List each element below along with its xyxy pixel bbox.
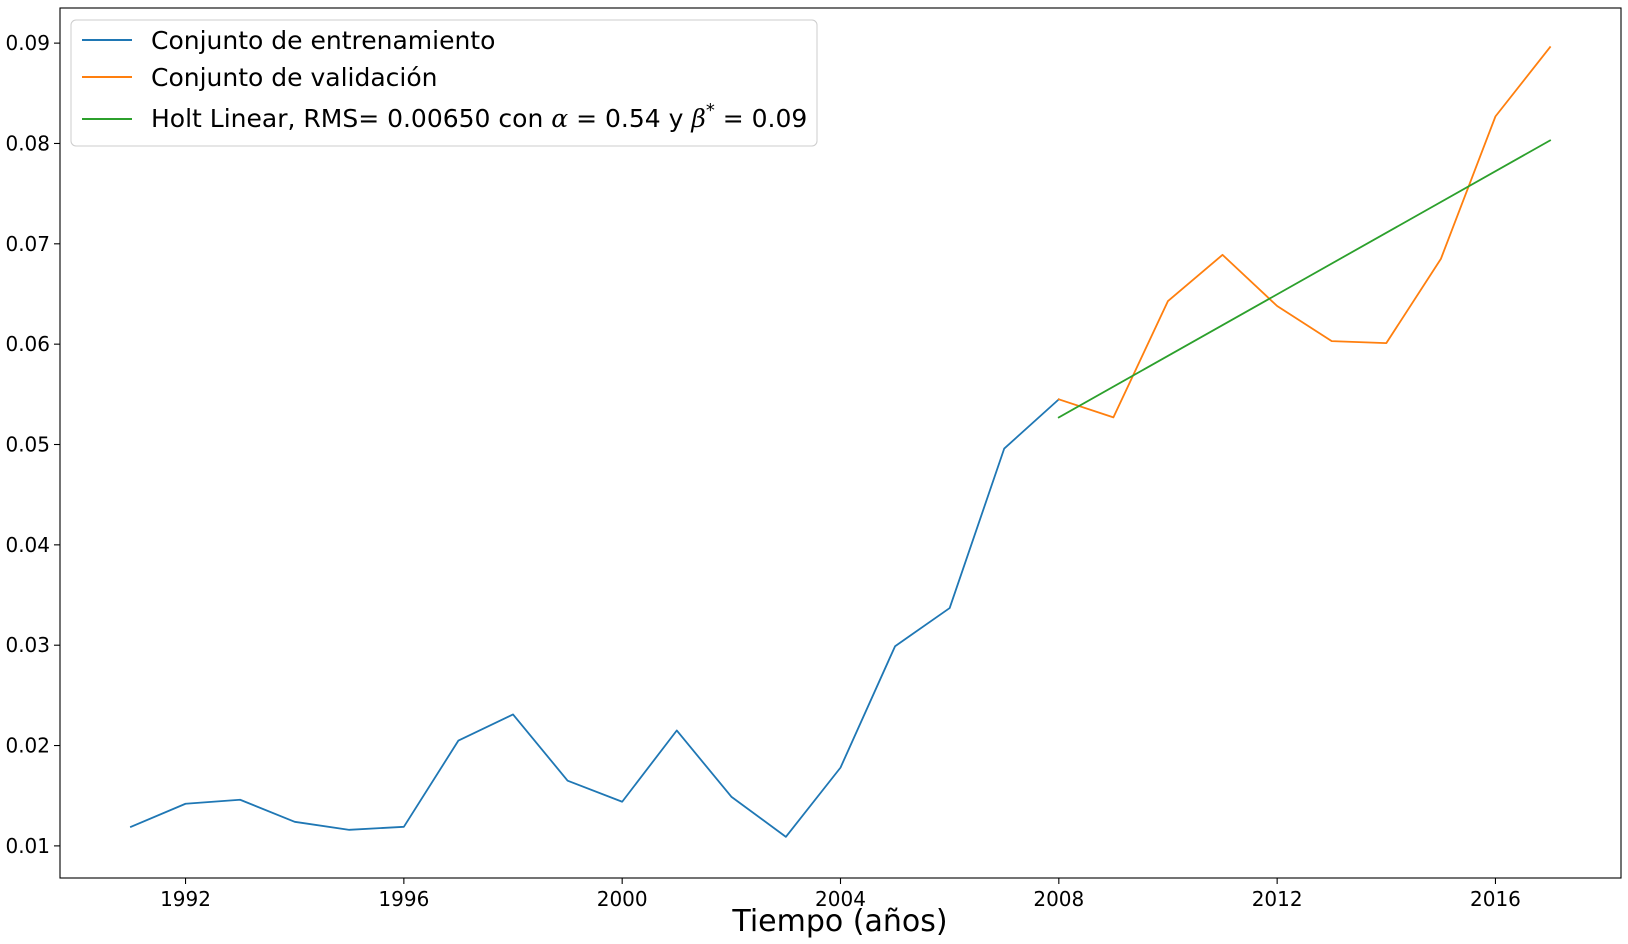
x-tick-label: 1992	[160, 887, 211, 911]
legend-holt-prefix: Holt Linear, RMS= 0.00650 con	[151, 104, 551, 133]
legend-entry-holt-linear: Holt Linear, RMS= 0.00650 con α = 0.54 y…	[82, 100, 807, 133]
legend-entry-training: Conjunto de entrenamiento	[82, 26, 495, 55]
x-tick-label: 2004	[815, 887, 866, 911]
legend-beta-value: = 0.09	[715, 104, 808, 133]
y-tick-label: 0.09	[5, 31, 50, 55]
y-tick-label: 0.07	[5, 232, 50, 256]
y-tick-label: 0.01	[5, 834, 50, 858]
y-tick-label: 0.02	[5, 734, 50, 758]
x-tick-label: 1996	[378, 887, 429, 911]
x-axis-title: Tiempo (años)	[731, 904, 947, 939]
x-tick-label: 2012	[1252, 887, 1303, 911]
x-tick-label: 2008	[1033, 887, 1084, 911]
legend-entry-validation: Conjunto de validación	[82, 63, 438, 92]
legend-label-validation: Conjunto de validación	[151, 63, 438, 92]
legend-alpha-value: = 0.54	[568, 104, 661, 133]
legend-label-holt-linear: Holt Linear, RMS= 0.00650 con α = 0.54 y…	[151, 100, 807, 133]
series-layer	[129, 45, 1552, 838]
x-tick-label: 2000	[597, 887, 648, 911]
x-tick-label: 2016	[1470, 887, 1521, 911]
legend-connector: y	[661, 104, 692, 133]
y-tick-label: 0.05	[5, 433, 50, 457]
y-axis: 0.01 0.02 0.03 0.04 0.05 0.06 0.07 0.08 0.09	[5, 31, 60, 858]
series-line-holt-linear	[1057, 139, 1552, 419]
y-tick-label: 0.03	[5, 633, 50, 657]
legend-beta-symbol: β	[690, 104, 705, 133]
y-tick-label: 0.06	[5, 332, 50, 356]
legend-alpha-symbol: α	[551, 104, 568, 133]
x-axis: 1992 1996 2000 2004 2008 2012 2016	[160, 878, 1521, 911]
legend-beta-superscript: *	[706, 100, 715, 121]
legend-box	[70, 19, 818, 147]
series-line-training	[129, 398, 1061, 838]
legend: Conjunto de entrenamiento Conjunto de va…	[70, 19, 818, 147]
legend-label-training: Conjunto de entrenamiento	[151, 26, 495, 55]
y-tick-label: 0.08	[5, 131, 50, 155]
y-tick-label: 0.04	[5, 533, 50, 557]
